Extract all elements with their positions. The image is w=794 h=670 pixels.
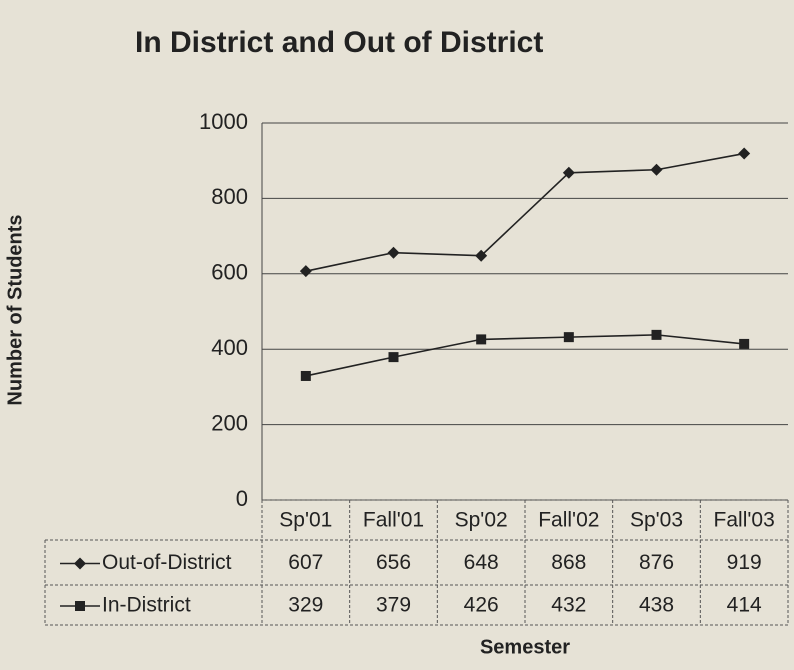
x-axis-label: Semester — [480, 636, 570, 658]
y-tick-label: 1000 — [199, 109, 248, 134]
legend-label: In-District — [102, 594, 191, 617]
table-value: 379 — [376, 594, 411, 617]
marker — [300, 370, 311, 381]
marker — [476, 334, 487, 345]
chart-title: In District and Out of District — [135, 26, 543, 59]
table-value: 868 — [551, 551, 586, 574]
line — [305, 334, 745, 377]
y-axis-label: Number of Students — [4, 214, 26, 405]
table-value: 414 — [727, 594, 762, 617]
x-tick-label: Sp'01 — [279, 509, 332, 532]
legend-marker — [74, 557, 86, 570]
marker — [562, 166, 575, 179]
marker — [475, 249, 488, 262]
x-tick-label: Sp'03 — [630, 509, 683, 532]
marker — [738, 147, 751, 160]
table-value: 426 — [464, 594, 499, 617]
legend-marker — [75, 601, 85, 611]
y-tick-label: 400 — [211, 335, 248, 360]
marker — [299, 265, 312, 278]
legend-label: Out-of-District — [102, 551, 232, 574]
x-tick-label: Fall'01 — [363, 509, 424, 532]
table-value: 656 — [376, 551, 411, 574]
marker — [651, 329, 662, 340]
table-value: 648 — [464, 551, 499, 574]
table-value: 432 — [551, 594, 586, 617]
y-tick-label: 200 — [211, 410, 248, 435]
y-tick-label: 800 — [211, 184, 248, 209]
table-value: 876 — [639, 551, 674, 574]
y-tick-label: 0 — [236, 486, 248, 511]
table-value: 919 — [727, 551, 762, 574]
x-tick-label: Fall'03 — [714, 509, 775, 532]
marker — [388, 352, 399, 363]
marker — [739, 338, 750, 349]
marker — [387, 246, 400, 259]
marker — [563, 332, 574, 343]
table-value: 329 — [288, 594, 323, 617]
x-tick-label: Sp'02 — [455, 509, 508, 532]
table-value: 438 — [639, 594, 674, 617]
marker — [650, 163, 663, 176]
y-tick-label: 600 — [211, 260, 248, 285]
table-value: 607 — [288, 551, 323, 574]
line — [305, 152, 745, 272]
x-tick-label: Fall'02 — [538, 509, 599, 532]
